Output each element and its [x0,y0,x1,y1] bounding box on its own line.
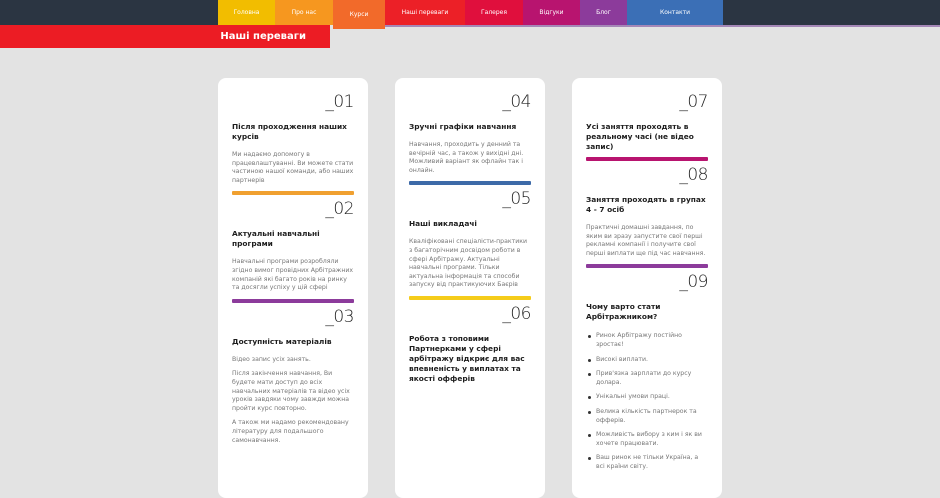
text-paragraph: Кваліфіковані спеціалісти-практики з баг… [409,238,528,289]
advantage-number: _02 [325,199,354,220]
text-paragraph: Практичні домашні завдання, по яким ви з… [586,224,706,257]
section-banner: Наші переваги [0,25,330,48]
nav-item[interactable]: Галерея [465,0,523,25]
divider-bar [586,264,708,269]
advantage-title: Заняття проходять в групах 4 - 7 осіб [586,195,706,214]
main-nav: Головна Про нас Курси Наші переваги Галерея В… [218,0,723,29]
advantage-text: Навчальні програми розробляли згідно вим… [232,258,354,292]
text-paragraph: Навчальні програми розробляли згідно вим… [232,258,354,292]
advantage-number: _06 [502,303,531,324]
text-paragraph: Відео запис усіх занять. [232,355,311,363]
divider-bar [232,298,354,303]
advantage-card: _01 Після проходження наших курсів Ми нада… [218,78,368,498]
divider-bar [586,157,708,161]
nav-item[interactable]: Контакти [627,0,723,25]
section-title: Наші переваги [220,31,306,42]
advantage-text: Відео запис усіх занять. Після закінчення… [232,356,354,445]
list-item: Унікальні умови праці. [586,393,708,402]
reasons-list: Ринок Арбітражу постійно зростає! Високі … [586,332,708,471]
list-item: Велика кількість партнерок та офферів. [586,408,708,425]
nav-underline [385,25,940,27]
nav-item[interactable]: Головна [218,0,275,25]
text-paragraph: А також ми надамо рекомендовану літерату… [232,419,349,444]
divider-bar [409,181,531,186]
advantage-card: _07 Усі заняття проходять в реальному час… [572,78,722,498]
nav-item[interactable]: Блог [580,0,627,25]
advantage-number: _05 [502,189,531,210]
advantage-title: Наші викладачі [409,219,477,229]
text-paragraph: Навчання, проходить у денний та вечірній… [409,141,524,174]
divider-bar [409,295,531,300]
advantage-text: Кваліфіковані спеціалісти-практики з баг… [409,238,531,290]
list-item: Ваш ринок не тільки Україна, а всі країн… [586,454,708,471]
advantage-title: Усі заняття проходять в реальному часі (… [586,122,694,151]
nav-item[interactable]: Курси [333,0,385,29]
advantage-title: Доступність матеріалів [232,336,332,346]
advantage-number: _07 [679,92,708,112]
advantage-number: _01 [325,92,354,112]
nav-item[interactable]: Відгуки [523,0,580,25]
advantage-number: _08 [679,165,708,185]
list-item: Можливість вибору з ким і як ви хочете п… [586,431,708,448]
advantage-title: Робота з топовими Партнерками у сфері ар… [409,333,525,383]
text-paragraph: Після закінчення навчання, Ви будете мат… [232,370,350,412]
advantage-number: _04 [502,92,531,112]
list-item: Високі виплати. [586,356,708,365]
advantage-card: _04 Зручні графіки навчання Навчання, прох… [395,78,545,498]
list-item: Прив'язка зарплати до курсу долара. [586,370,708,387]
advantage-number: _03 [325,306,354,327]
nav-item[interactable]: Про нас [275,0,333,25]
advantage-title: Після проходження наших курсів [232,122,347,141]
list-item: Ринок Арбітражу постійно зростає! [586,332,708,349]
advantage-text: Практичні домашні завдання, по яким ви з… [586,224,708,258]
advantage-number: _09 [679,272,708,293]
advantage-title: Чому варто стати Арбітражником? [586,302,661,322]
advantage-title: Актуальні навчальні програми [232,229,320,249]
nav-item[interactable]: Наші переваги [385,0,465,25]
divider-bar [232,191,354,196]
text-paragraph: Ми надаємо допомогу в працевлаштуванні. … [232,151,354,184]
advantage-text: Ми надаємо допомогу в працевлаштуванні. … [232,151,354,185]
advantage-title: Зручні графіки навчання [409,122,517,131]
advantage-text: Навчання, проходить у денний та вечірній… [409,141,531,175]
